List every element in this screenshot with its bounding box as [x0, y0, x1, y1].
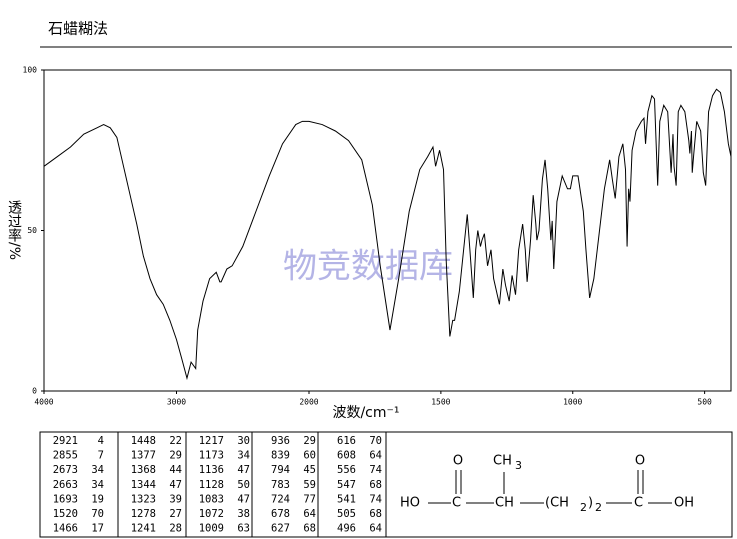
peak-wavenumber: 724: [271, 493, 290, 505]
peak-transmittance: 47: [237, 493, 250, 505]
peak-wavenumber: 839: [271, 450, 290, 462]
chart-title: 石蜡糊法: [48, 20, 108, 38]
peak-wavenumber: 616: [337, 435, 356, 447]
peak-wavenumber: 627: [271, 523, 290, 535]
peak-transmittance: 74: [369, 464, 382, 476]
peak-wavenumber: 2673: [53, 464, 78, 476]
peak-wavenumber: 794: [271, 464, 290, 476]
peak-transmittance: 68: [369, 479, 382, 491]
structure-label: O: [635, 454, 645, 469]
peak-transmittance: 74: [369, 493, 382, 505]
peak-transmittance: 28: [169, 523, 182, 535]
peak-wavenumber: 783: [271, 479, 290, 491]
structure-label: 3: [515, 459, 522, 472]
peak-wavenumber: 1377: [131, 450, 156, 462]
peak-wavenumber: 1241: [131, 523, 156, 535]
peak-transmittance: 45: [303, 464, 316, 476]
structure-label: ): [588, 496, 593, 511]
spectrum-line: [43, 88, 732, 381]
peak-wavenumber: 1344: [131, 479, 156, 491]
peak-transmittance: 34: [91, 479, 104, 491]
peak-transmittance: 27: [169, 508, 182, 520]
peak-wavenumber: 505: [337, 508, 356, 520]
peak-transmittance: 4: [98, 435, 104, 447]
peak-transmittance: 68: [303, 523, 316, 535]
peak-wavenumber: 1083: [199, 493, 224, 505]
structure-label: C: [452, 496, 461, 511]
peak-wavenumber: 1693: [53, 493, 78, 505]
peak-wavenumber: 1128: [199, 479, 224, 491]
y-tick-label: 0: [32, 387, 37, 396]
peak-wavenumber: 2855: [53, 450, 78, 462]
peak-transmittance: 70: [91, 508, 104, 520]
structure-label: OH: [674, 496, 694, 511]
peak-transmittance: 44: [169, 464, 182, 476]
peak-transmittance: 38: [237, 508, 250, 520]
structure-label: CH: [495, 496, 514, 511]
x-tick-label: 1000: [563, 398, 582, 407]
peak-wavenumber: 1520: [53, 508, 78, 520]
peak-transmittance: 63: [237, 523, 250, 535]
peak-transmittance: 47: [237, 464, 250, 476]
peak-transmittance: 34: [237, 450, 250, 462]
peak-transmittance: 7: [98, 450, 104, 462]
y-tick-label: 50: [27, 226, 37, 235]
structure-label: 2: [595, 501, 602, 514]
x-tick-label: 1500: [431, 398, 450, 407]
y-axis-label: 透过率/%: [6, 200, 22, 260]
peak-wavenumber: 1136: [199, 464, 224, 476]
peak-wavenumber: 1173: [199, 450, 224, 462]
peak-transmittance: 60: [303, 450, 316, 462]
peak-wavenumber: 2663: [53, 479, 78, 491]
watermark: 物竞数据库: [283, 247, 453, 287]
peak-transmittance: 39: [169, 493, 182, 505]
peak-transmittance: 64: [303, 508, 316, 520]
peak-transmittance: 70: [369, 435, 382, 447]
peak-transmittance: 30: [237, 435, 250, 447]
peak-transmittance: 64: [369, 523, 382, 535]
structure-label: CH: [493, 454, 512, 469]
structure-label: O: [453, 454, 463, 469]
peak-wavenumber: 1072: [199, 508, 224, 520]
structure-label: HO: [400, 496, 420, 511]
peak-wavenumber: 936: [271, 435, 290, 447]
bonds: [428, 470, 672, 504]
peak-wavenumber: 608: [337, 450, 356, 462]
peak-wavenumber: 1217: [199, 435, 224, 447]
peak-transmittance: 17: [91, 523, 104, 535]
x-tick-label: 500: [697, 398, 712, 407]
structure-label: 2: [580, 501, 587, 514]
peak-transmittance: 77: [303, 493, 316, 505]
structure-label: (CH: [545, 496, 569, 511]
x-tick-label: 2000: [299, 398, 318, 407]
peak-transmittance: 22: [169, 435, 182, 447]
peak-wavenumber: 1323: [131, 493, 156, 505]
peak-wavenumber: 1368: [131, 464, 156, 476]
peak-wavenumber: 556: [337, 464, 356, 476]
peak-wavenumber: 1009: [199, 523, 224, 535]
peak-transmittance: 64: [369, 450, 382, 462]
x-tick-label: 4000: [34, 398, 53, 407]
x-tick-label: 3000: [167, 398, 186, 407]
peak-transmittance: 29: [303, 435, 316, 447]
peak-wavenumber: 541: [337, 493, 356, 505]
peak-transmittance: 59: [303, 479, 316, 491]
peak-wavenumber: 1278: [131, 508, 156, 520]
peak-transmittance: 47: [169, 479, 182, 491]
peak-transmittance: 19: [91, 493, 104, 505]
peak-wavenumber: 496: [337, 523, 356, 535]
peak-wavenumber: 1466: [53, 523, 78, 535]
peak-wavenumber: 2921: [53, 435, 78, 447]
peak-wavenumber: 678: [271, 508, 290, 520]
peak-transmittance: 29: [169, 450, 182, 462]
peak-transmittance: 50: [237, 479, 250, 491]
peak-transmittance: 34: [91, 464, 104, 476]
peak-wavenumber: 1448: [131, 435, 156, 447]
structure-label: C: [634, 496, 643, 511]
peak-wavenumber: 547: [337, 479, 356, 491]
y-tick-label: 100: [23, 66, 38, 75]
x-axis-label: 波数/cm⁻¹: [332, 405, 399, 421]
peak-transmittance: 68: [369, 508, 382, 520]
